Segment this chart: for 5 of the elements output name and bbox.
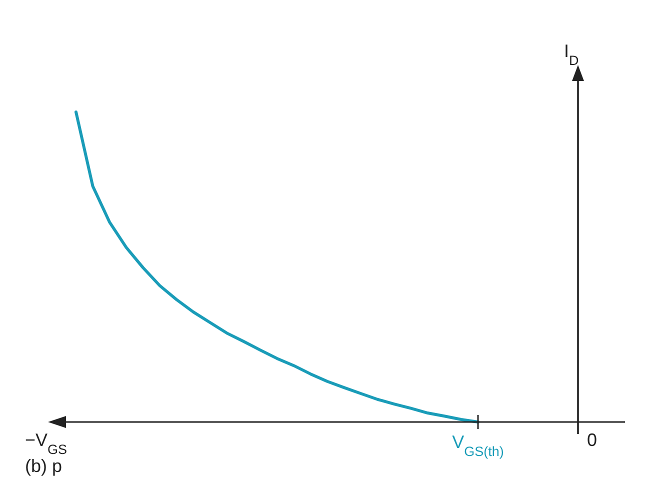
text: (b) p [25,456,62,476]
text: 0 [586,430,598,450]
y-axis-title: I$_{D}$ [564,41,580,68]
x-axis-title: −V$_{GS}$ [25,430,68,456]
text: V$_{GS(th)}$ [452,432,504,458]
